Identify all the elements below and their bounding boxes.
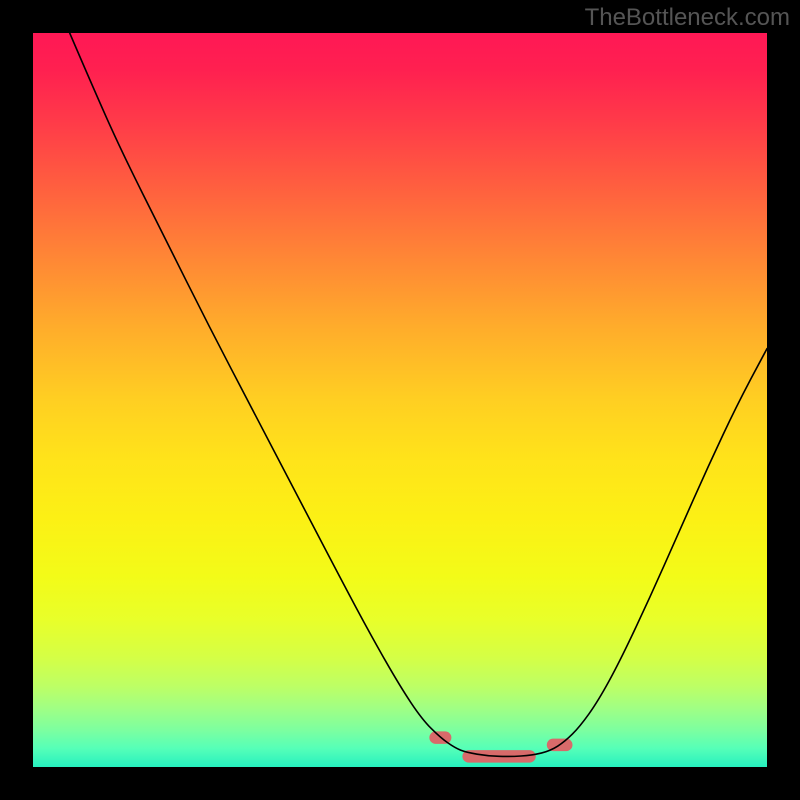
chart-frame: TheBottleneck.com xyxy=(0,0,800,800)
watermark-text: TheBottleneck.com xyxy=(585,4,790,32)
plot-svg xyxy=(33,33,767,767)
gradient-background xyxy=(33,33,767,767)
plot-area xyxy=(33,33,767,767)
